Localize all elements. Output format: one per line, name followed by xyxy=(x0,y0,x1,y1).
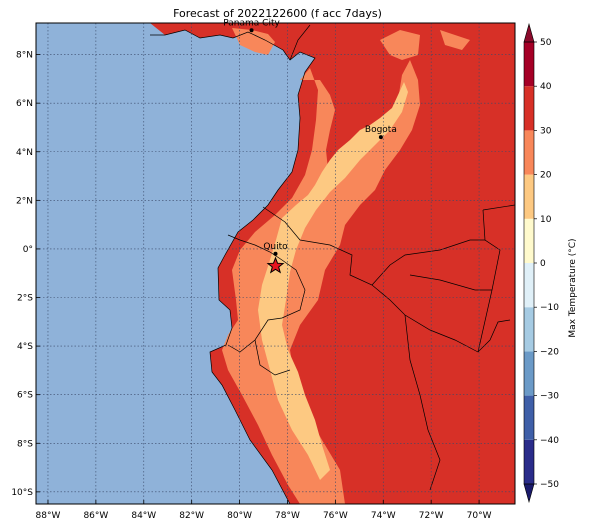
lat-tick-label: 4°S xyxy=(17,342,33,352)
city-dot xyxy=(249,28,254,33)
colorbar-tick-label: −10 xyxy=(540,303,559,313)
lat-tick-label: 2°S xyxy=(17,294,33,304)
lat-tick-label: 2°N xyxy=(16,196,33,206)
colorbar-tick-label: −40 xyxy=(540,436,559,446)
lat-tick-label: 0° xyxy=(23,245,33,255)
lon-tick-label: 82°W xyxy=(179,511,204,521)
lon-tick-label: 70°W xyxy=(467,511,492,521)
map-title: Forecast of 2022122600 (f acc 7days) xyxy=(173,7,382,20)
lon-tick-label: 74°W xyxy=(371,511,396,521)
lon-tick-label: 86°W xyxy=(83,511,108,521)
axis-tick-labels: 88°W 86°W 84°W 82°W 80°W 78°W 76°W 74°W 72°W 70°W… xyxy=(11,51,491,521)
colorbar-tick-label: 0 xyxy=(540,259,546,269)
colorbar-tick-label: −20 xyxy=(540,347,559,357)
lon-tick-label: 78°W xyxy=(275,511,300,521)
lon-tick-label: 84°W xyxy=(131,511,156,521)
city-dot xyxy=(378,135,383,140)
lat-tick-label: 8°S xyxy=(17,439,33,449)
map-frame xyxy=(35,22,516,505)
colorbar-tick-label: 50 xyxy=(540,38,552,48)
colorbar-extend-low xyxy=(523,483,535,504)
colorbar-segment xyxy=(524,263,534,308)
lat-tick-label: 6°S xyxy=(17,391,33,401)
graticule xyxy=(36,23,515,504)
city-dot xyxy=(273,251,278,256)
colorbar-segment xyxy=(524,439,534,484)
colorbar-tick-label: −50 xyxy=(540,480,559,490)
colorbar-tick-label: 20 xyxy=(540,171,552,181)
colorbar-segment xyxy=(524,130,534,175)
lat-tick-label: 8°N xyxy=(16,51,33,61)
colorbar-segment xyxy=(524,86,534,131)
colorbar-tick-label: −30 xyxy=(540,392,559,402)
city-label: Bogota xyxy=(365,125,397,135)
lon-tick-label: 88°W xyxy=(36,511,61,521)
lon-tick-label: 80°W xyxy=(227,511,252,521)
land-temp-10-20 xyxy=(258,82,408,480)
colorbar-segment xyxy=(524,307,534,352)
lat-tick-label: 4°N xyxy=(16,148,33,158)
lat-tick-label: 10°S xyxy=(11,488,33,498)
colorbar-tick-label: 40 xyxy=(540,82,552,92)
colorbar: 50 40 30 20 10 0 −10 −20 −30 −40 −50 Max Temperatu… xyxy=(523,22,578,504)
colorbar-label: Max Temperature (°C) xyxy=(568,238,578,337)
location-star-icon xyxy=(266,256,285,274)
lat-tick-label: 6°N xyxy=(16,99,33,109)
coastline-lines xyxy=(150,24,515,504)
colorbar-segment xyxy=(524,218,534,263)
colorbar-segment xyxy=(524,395,534,440)
colorbar-segment xyxy=(524,42,534,87)
colorbar-segment xyxy=(524,351,534,396)
city-label: Quito xyxy=(263,242,288,252)
lon-tick-label: 72°W xyxy=(419,511,444,521)
colorbar-extend-high xyxy=(523,22,535,43)
colorbar-tick-label: 30 xyxy=(540,126,552,136)
colorbar-tick-label: 10 xyxy=(540,215,552,225)
lon-tick-label: 76°W xyxy=(323,511,348,521)
colorbar-segment xyxy=(524,174,534,219)
